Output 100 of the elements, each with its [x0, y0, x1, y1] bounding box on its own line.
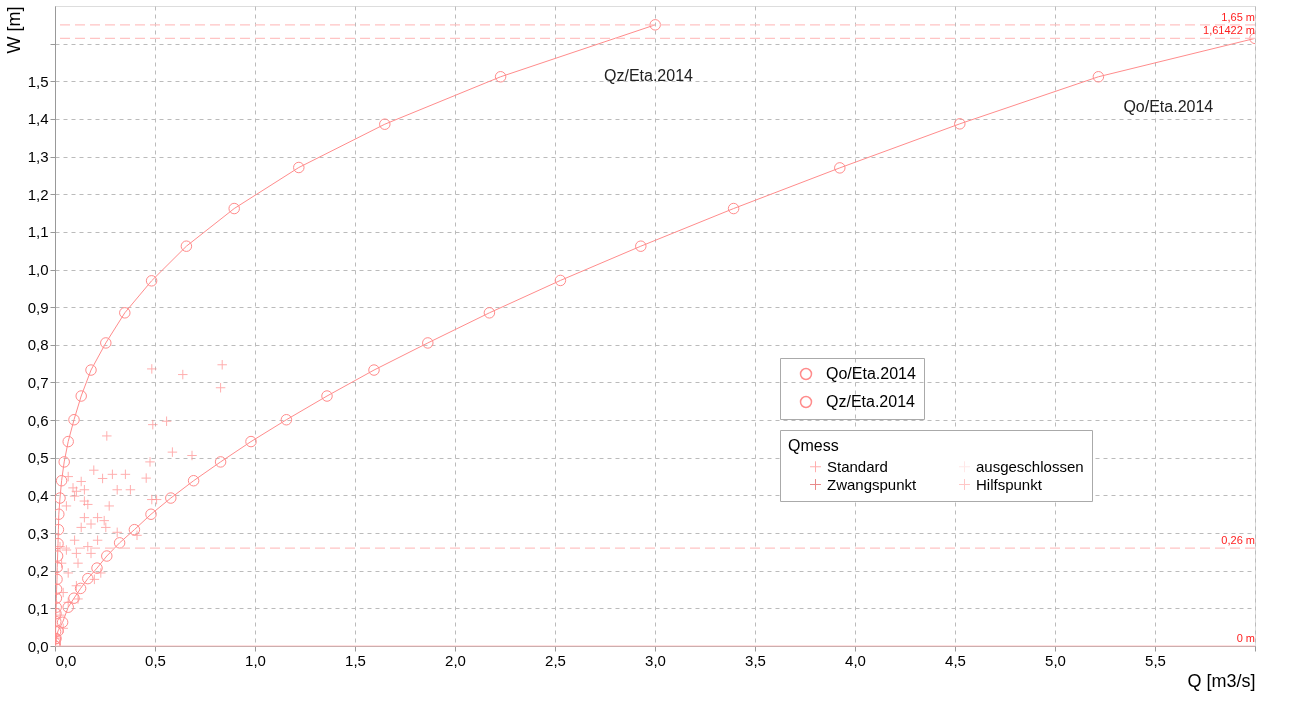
point [91, 562, 103, 574]
point [727, 202, 740, 215]
y-tick-label: 0,8 [27, 336, 49, 354]
legend-label: Zwangspunkt [827, 475, 918, 493]
y-tick-label: 1,1 [27, 223, 49, 241]
point [75, 522, 87, 533]
y-tick-label: 0,3 [27, 524, 49, 542]
point [1092, 71, 1105, 83]
ref-line-label: 0 m [1236, 632, 1255, 644]
x-tick-label: 1,0 [245, 651, 266, 669]
point [100, 522, 112, 533]
ref-line-label: 1,61422 m [1203, 24, 1255, 37]
point [144, 456, 156, 468]
point [215, 382, 226, 393]
point [280, 414, 293, 426]
point [119, 307, 131, 319]
point [161, 416, 172, 427]
y-tick-label: 1,0 [27, 261, 49, 279]
point [57, 623, 69, 634]
x-axis-title: Q [m3/s] [1187, 670, 1256, 691]
x-tick-label: 2,5 [545, 651, 566, 669]
point [88, 464, 100, 476]
x-tick-label: 5,5 [1145, 651, 1166, 669]
point [71, 486, 82, 497]
point [635, 240, 647, 252]
point [82, 572, 94, 585]
point [71, 580, 82, 592]
legend-label: Qo/Eta.2014 [826, 365, 916, 382]
point [55, 523, 65, 536]
point [68, 414, 80, 426]
annotation: Qz/Eta.2014 [604, 66, 694, 84]
point [120, 469, 131, 480]
point [89, 574, 100, 585]
point [61, 500, 72, 512]
point [62, 601, 74, 613]
point [100, 337, 112, 349]
point [58, 456, 70, 468]
point [55, 508, 65, 520]
point [167, 446, 178, 458]
x-tick-label: 2,0 [445, 651, 466, 669]
point [62, 567, 74, 579]
point [75, 476, 87, 487]
point [293, 161, 305, 174]
point [321, 390, 333, 402]
y-tick-label: 0,4 [27, 486, 49, 504]
y-tick-label: 1,3 [27, 148, 49, 166]
point [85, 364, 97, 376]
point [79, 484, 90, 496]
point [107, 469, 118, 480]
point [145, 508, 157, 520]
ref-line-label: 1,65 m [1221, 10, 1255, 23]
legend-label: Qz/Eta.2014 [826, 393, 916, 410]
point [74, 582, 87, 595]
x-tick-label: 0,0 [55, 651, 77, 669]
x-tick-label: 4,5 [945, 651, 966, 669]
point [214, 456, 227, 468]
point [72, 593, 84, 605]
ref-line-label: 0,26 m [1221, 534, 1255, 547]
point [834, 162, 846, 174]
point [95, 567, 107, 579]
legend-label: Standard [827, 457, 888, 475]
point [649, 19, 661, 31]
point [113, 537, 126, 549]
y-tick-label: 0,5 [27, 449, 49, 467]
point [186, 450, 198, 461]
point [245, 435, 257, 448]
annotation: Qo/Eta.2014 [1123, 97, 1214, 115]
point [131, 530, 143, 541]
y-tick-label: 0,2 [27, 562, 49, 580]
point [111, 527, 123, 538]
y-tick-label: 0,9 [27, 298, 49, 316]
y-tick-label: 0,1 [27, 599, 49, 617]
y-tick-label: 0,6 [27, 411, 49, 429]
y-axis-title: W [m] [3, 6, 24, 54]
point [146, 494, 158, 505]
point [216, 359, 228, 371]
point [554, 274, 567, 287]
point [62, 597, 74, 608]
point [68, 592, 80, 604]
y-tick-label: 1,5 [27, 72, 49, 90]
point [71, 548, 82, 559]
point [69, 534, 80, 546]
x-tick-label: 0,5 [145, 651, 166, 669]
x-tick-label: 3,0 [645, 651, 666, 669]
point [140, 472, 152, 484]
legend-title: Qmess [788, 437, 839, 454]
y-tick-label: 1,4 [27, 110, 49, 128]
point [72, 557, 84, 569]
legend-label: ausgeschlossen [976, 457, 1084, 475]
point [55, 492, 66, 504]
x-tick-label: 5,0 [1045, 651, 1066, 669]
point [125, 484, 136, 496]
y-tick-label: 0,0 [27, 637, 49, 655]
x-tick-label: 3,5 [745, 651, 766, 669]
point [101, 430, 113, 442]
point [228, 202, 240, 215]
point [128, 523, 141, 536]
point [187, 475, 200, 487]
point [379, 118, 391, 130]
point [67, 482, 79, 494]
